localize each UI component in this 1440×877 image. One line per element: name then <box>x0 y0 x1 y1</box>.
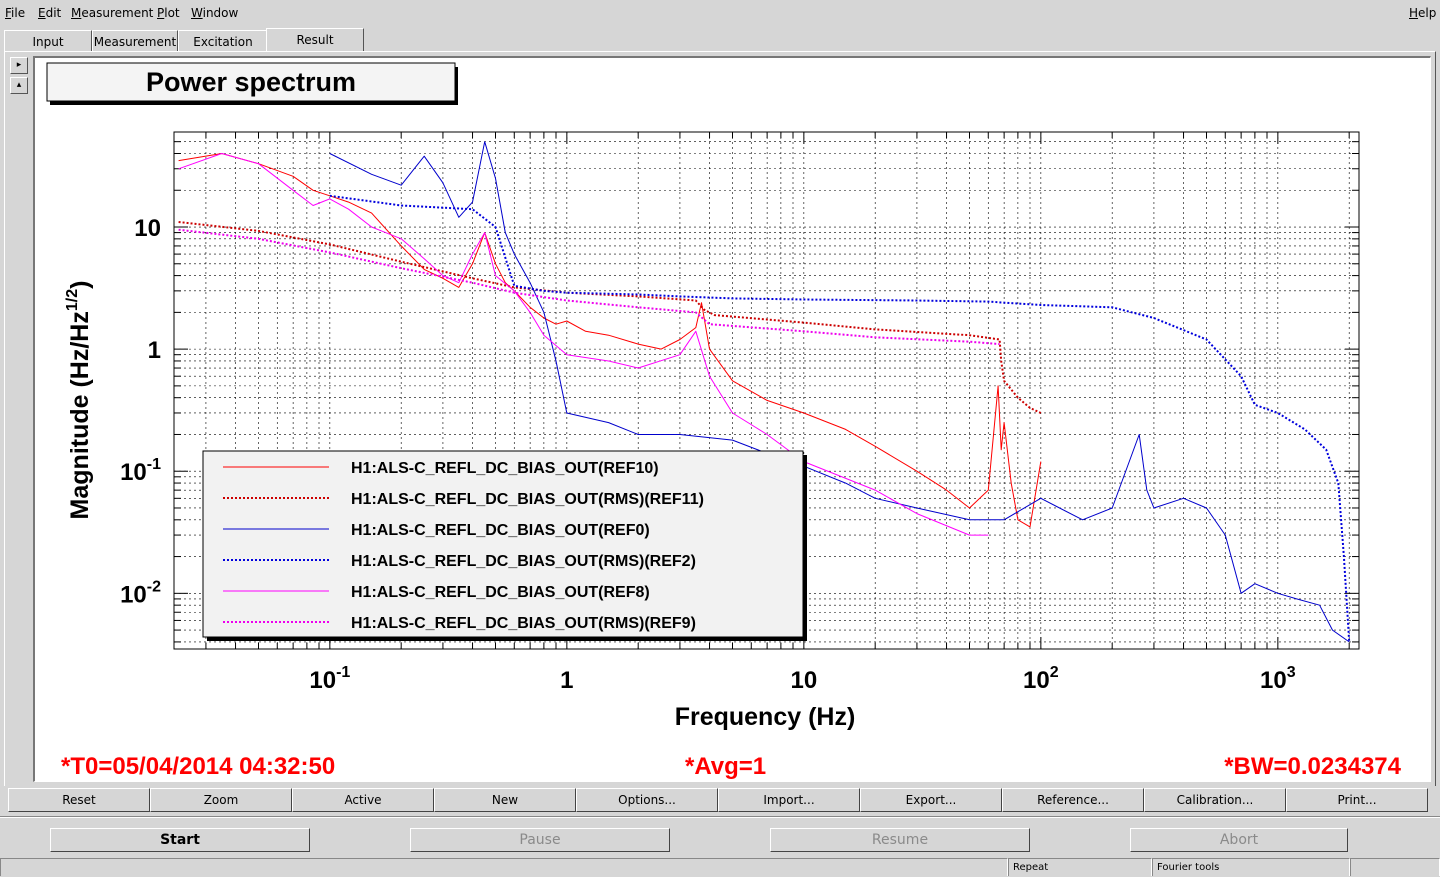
title-box <box>46 62 456 102</box>
legend-label-0: H1:ALS-C_REFL_DC_BIAS_OUT(REF10) <box>351 460 659 477</box>
x-tick-label-base: 10 <box>1260 667 1287 694</box>
zoom-button[interactable]: Zoom <box>150 788 292 812</box>
power-spectrum-chart[interactable]: Power spectrum 10-1 1 10 102 10310-210-1110 … <box>35 58 1430 781</box>
new-button[interactable]: New <box>434 788 576 812</box>
y-tick-label: 10-1 <box>120 456 161 486</box>
y-tick-label-exp: -2 <box>147 578 161 595</box>
y-tick-label-base: 1 <box>148 337 161 364</box>
abort-button[interactable]: Abort <box>1130 828 1348 852</box>
x-axis-label: Frequency (Hz) <box>675 703 856 731</box>
y-axis-label-close: ) <box>66 281 94 289</box>
plot-pad[interactable]: Power spectrum 10-1 1 10 102 103 10-2 10-1 1 10 … <box>33 56 1431 782</box>
menu-plot[interactable]: Plot <box>157 6 180 20</box>
legend: H1:ALS-C_REFL_DC_BIAS_OUT(REF10) H1:ALS-C… <box>202 450 807 641</box>
legend-label-2: H1:ALS-C_REFL_DC_BIAS_OUT(REF0) <box>351 522 650 539</box>
start-button[interactable]: Start <box>50 828 310 852</box>
series-line-2 <box>329 141 1350 643</box>
import-button[interactable]: Import... <box>718 788 860 812</box>
pause-button[interactable]: Pause <box>410 828 670 852</box>
y-axis-label-main: Magnitude (Hz/Hz <box>66 311 94 519</box>
t0-label: *T0=05/04/2014 04:32:50 <box>61 753 335 780</box>
y-tick-label-base: 10 <box>120 581 147 608</box>
separator <box>0 816 1440 818</box>
tab-result[interactable]: Result <box>266 28 364 52</box>
series-line-0 <box>178 153 1042 528</box>
menu-window[interactable]: Window <box>191 6 239 20</box>
y-tick-label-exp: -1 <box>147 456 161 473</box>
x-tick-label: 1 <box>560 667 573 694</box>
plot-button-bar: Reset Zoom Active New Options... Import.… <box>0 786 1440 812</box>
status-extra <box>1350 858 1440 876</box>
reset-button[interactable]: Reset <box>8 788 150 812</box>
legend-label-4: H1:ALS-C_REFL_DC_BIAS_OUT(REF8) <box>351 584 650 601</box>
x-tick-label: 10-1 <box>309 664 350 694</box>
expand-up-button[interactable]: ▴ <box>10 77 28 94</box>
bw-label: *BW=0.0234374 <box>1224 753 1401 780</box>
options-button[interactable]: Options... <box>576 788 718 812</box>
series-line-4 <box>178 153 989 536</box>
avg-label: *Avg=1 <box>685 753 766 780</box>
x-tick-label-exp: -1 <box>336 664 350 681</box>
tab-measurement[interactable]: Measurement <box>92 30 178 52</box>
series-lines <box>178 141 1351 643</box>
y-axis-label: Magnitude (Hz/Hz1/2) <box>64 281 94 520</box>
y-tick-label-base: 10 <box>120 459 147 486</box>
menubar: File Edit Measurement Plot Window Help <box>0 0 1440 26</box>
y-tick-label: 1 <box>148 337 161 364</box>
series-line-3 <box>329 194 1351 642</box>
resume-button[interactable]: Resume <box>770 828 1030 852</box>
status-main <box>0 858 1008 876</box>
x-tick-label: 10 <box>790 667 817 694</box>
x-tick-label: 103 <box>1260 664 1296 694</box>
active-button[interactable]: Active <box>292 788 434 812</box>
legend-label-3: H1:ALS-C_REFL_DC_BIAS_OUT(RMS)(REF2) <box>351 553 696 570</box>
menu-edit[interactable]: Edit <box>38 6 62 20</box>
series-line-5 <box>178 228 1000 346</box>
tab-input[interactable]: Input <box>4 30 92 52</box>
status-repeat: Repeat <box>1008 858 1152 876</box>
tab-excitation[interactable]: Excitation <box>178 30 268 52</box>
y-tick-label: 10 <box>134 215 161 242</box>
menu-help[interactable]: Help <box>1409 6 1437 20</box>
menu-measurement[interactable]: Measurement <box>71 6 154 20</box>
expand-right-button[interactable]: ▸ <box>10 57 28 74</box>
y-tick-label-base: 10 <box>134 215 161 242</box>
x-tick-label: 102 <box>1023 664 1059 694</box>
x-tick-label-exp: 3 <box>1287 664 1296 681</box>
tab-bar: Input Measurement Excitation Result <box>0 28 1440 52</box>
x-tick-label-base: 1 <box>560 667 573 694</box>
y-tick-label: 10-2 <box>120 578 161 608</box>
menu-file[interactable]: File <box>5 6 26 20</box>
export-button[interactable]: Export... <box>860 788 1002 812</box>
plot-frame <box>173 131 1360 650</box>
title-box-text: Power spectrum <box>146 67 356 97</box>
calibration-button[interactable]: Calibration... <box>1144 788 1286 812</box>
legend-box <box>202 450 804 638</box>
legend-label-1: H1:ALS-C_REFL_DC_BIAS_OUT(RMS)(REF11) <box>351 491 704 508</box>
x-tick-label-exp: 2 <box>1050 664 1059 681</box>
legend-label-5: H1:ALS-C_REFL_DC_BIAS_OUT(RMS)(REF9) <box>351 615 696 632</box>
status-fourier: Fourier tools <box>1152 858 1350 876</box>
x-tick-label-base: 10 <box>309 667 336 694</box>
y-axis-label-sup: 1/2 <box>64 289 81 311</box>
reference-button[interactable]: Reference... <box>1002 788 1144 812</box>
print-button[interactable]: Print... <box>1286 788 1428 812</box>
tab-frame <box>4 51 1436 786</box>
x-tick-label-base: 10 <box>790 667 817 694</box>
series-line-1 <box>178 221 1042 414</box>
x-tick-label-base: 10 <box>1023 667 1050 694</box>
